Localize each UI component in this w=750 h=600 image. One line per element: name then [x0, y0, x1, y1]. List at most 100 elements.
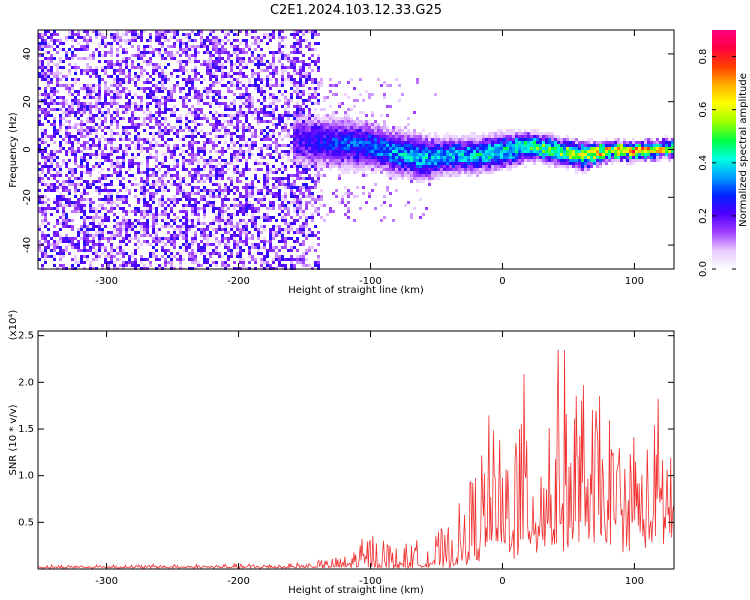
spectrogram-cell: [299, 186, 302, 189]
spectrogram-cell: [296, 132, 299, 135]
spectrogram-cell: [230, 141, 233, 144]
spectrogram-cell: [302, 255, 305, 258]
spectrogram-cell: [56, 129, 59, 132]
spectrogram-cell: [203, 45, 206, 48]
spectrogram-cell: [80, 228, 83, 231]
spectrogram-cell: [80, 120, 83, 123]
spectrogram-cell: [110, 258, 113, 261]
spectrogram-cell: [65, 132, 68, 135]
spectrogram-cell: [71, 225, 74, 228]
spectrogram-cell: [125, 30, 128, 33]
spectrogram-cell: [113, 207, 116, 210]
spectrogram-cell: [95, 255, 98, 258]
spectrogram-cell: [47, 204, 50, 207]
spectrogram-cell: [194, 135, 197, 138]
spectrogram-cell: [272, 36, 275, 39]
spectrogram-cell: [299, 120, 302, 123]
spectrogram-cell: [284, 219, 287, 222]
spectrogram-cell: [50, 174, 53, 177]
spectrogram-cell: [206, 66, 209, 69]
spectrogram-cell: [356, 123, 359, 126]
spectrogram-cell: [146, 162, 149, 165]
spectrogram-cell: [245, 237, 248, 240]
spectrogram-cell: [188, 87, 191, 90]
spectrogram-cell: [239, 69, 242, 72]
spectrogram-cell: [110, 135, 113, 138]
spectrogram-cell: [209, 105, 212, 108]
spectrogram-cell: [410, 177, 413, 180]
spectrogram-cell: [302, 261, 305, 264]
spectrogram-cell: [215, 63, 218, 66]
spectrogram-cell: [116, 246, 119, 249]
spectrogram-cell: [317, 120, 320, 123]
spectrogram-cell: [92, 72, 95, 75]
spectrogram-cell: [317, 231, 320, 234]
spectrogram-cell: [83, 222, 86, 225]
spectrogram-cell: [308, 156, 311, 159]
spectrogram-cell: [371, 114, 374, 117]
spectrogram-cell: [191, 39, 194, 42]
spectrogram-cell: [275, 96, 278, 99]
spectrogram-cell: [122, 228, 125, 231]
spectrogram-cell: [185, 159, 188, 162]
spectrogram-cell: [308, 129, 311, 132]
spectrogram-cell: [281, 216, 284, 219]
spectrogram-cell: [245, 150, 248, 153]
spectrogram-cell: [236, 156, 239, 159]
spectrogram-cell: [398, 144, 401, 147]
spectrogram-cell: [251, 69, 254, 72]
spectrogram-cell: [107, 108, 110, 111]
spectrogram-cell: [368, 168, 371, 171]
spectrogram-cell: [149, 264, 152, 267]
spectrogram-cell: [128, 30, 131, 33]
spectrogram-cell: [200, 195, 203, 198]
spectrogram-cell: [353, 120, 356, 123]
spectrogram-cell: [236, 234, 239, 237]
spectrogram-cell: [299, 72, 302, 75]
spectrogram-cell: [287, 99, 290, 102]
spectrogram-cell: [89, 66, 92, 69]
spectrogram-cell: [101, 69, 104, 72]
spectrogram-cell: [284, 108, 287, 111]
spectrogram-cell: [341, 147, 344, 150]
spectrogram-cell: [257, 108, 260, 111]
spectrogram-cell: [56, 219, 59, 222]
spectrogram-cell: [173, 165, 176, 168]
spectrogram-cell: [293, 174, 296, 177]
spectrogram-cell: [170, 138, 173, 141]
spectrogram-cell: [89, 54, 92, 57]
spectrogram-cell: [56, 69, 59, 72]
spectrogram-cell: [266, 66, 269, 69]
spectrogram-cell: [185, 36, 188, 39]
spectrogram-cell: [86, 162, 89, 165]
spectrogram-cell: [92, 180, 95, 183]
spectrogram-cell: [230, 255, 233, 258]
spectrogram-cell: [107, 90, 110, 93]
spectrogram-cell: [245, 117, 248, 120]
spectrogram-cell: [299, 162, 302, 165]
spectrogram-cell: [356, 159, 359, 162]
spectrogram-cell: [56, 198, 59, 201]
spectrogram-cell: [203, 213, 206, 216]
spectrogram-cell: [152, 222, 155, 225]
spectrogram-cell: [71, 204, 74, 207]
spectrogram-cell: [281, 201, 284, 204]
spectrogram-cell: [221, 147, 224, 150]
spectrogram-cell: [44, 207, 47, 210]
spectrogram-cell: [248, 60, 251, 63]
spectrogram-cell: [191, 48, 194, 51]
spectrogram-cell: [275, 180, 278, 183]
spectrogram-cell: [161, 246, 164, 249]
spectrogram-cell: [104, 213, 107, 216]
spectrogram-cell: [44, 156, 47, 159]
spectrogram-cell: [149, 234, 152, 237]
spectrogram-cell: [275, 225, 278, 228]
spectrogram-cell: [191, 177, 194, 180]
spectrogram-cell: [161, 72, 164, 75]
spectrogram-cell: [341, 195, 344, 198]
spectrogram-cell: [164, 102, 167, 105]
spectrogram-cell: [296, 156, 299, 159]
spectrogram-cell: [179, 261, 182, 264]
spectrogram-cell: [317, 99, 320, 102]
spectrogram-cell: [257, 36, 260, 39]
